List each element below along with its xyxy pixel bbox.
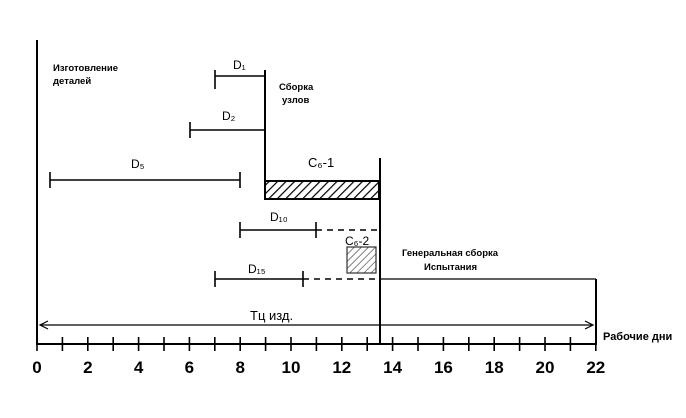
axis-tick-label: 8: [235, 358, 244, 377]
axis-tick-label: 4: [134, 358, 144, 377]
d15-label: D₁₅: [248, 262, 266, 276]
c6-2-box: [346, 246, 377, 274]
axis-tick-label: 0: [32, 358, 41, 377]
d15-segment: [214, 271, 380, 287]
assembly-label-line2: узлов: [282, 95, 309, 106]
parts-label-line1: Изготовление: [53, 63, 118, 74]
parts-label-line2: деталей: [53, 76, 91, 87]
axis-tick-label: 12: [332, 358, 351, 377]
d2-segment: [189, 122, 264, 138]
d2-label: D₂: [222, 109, 236, 123]
d1-label: D₁: [233, 58, 246, 72]
c6-1-bar: [264, 180, 380, 200]
axis-tick-label: 16: [434, 358, 453, 377]
axis-tick-label: 20: [536, 358, 555, 377]
general-assembly-label-line1: Генеральная сборка: [402, 248, 499, 259]
general-assembly-label-line2: Испытания: [424, 262, 477, 273]
axis-unit-label: Рабочие дни: [603, 331, 672, 343]
axis-tick-label: 10: [282, 358, 301, 377]
d10-segment: [239, 222, 380, 238]
d1-segment: [214, 70, 264, 89]
d10-label: D₁₀: [270, 210, 288, 224]
cycle-label: Тц изд.: [250, 308, 293, 323]
assembly-label-line1: Сборка: [279, 82, 314, 93]
cycle-arrow: [38, 320, 595, 330]
axis-tick-labels: 0 2 4 6 8 10 12 14 16 18 20 22: [32, 358, 605, 377]
d5-label: D₅: [131, 157, 145, 171]
axis-tick-label: 2: [83, 358, 92, 377]
axis-tick-label: 6: [185, 358, 194, 377]
c6-2-label: C₆-2: [345, 234, 370, 248]
axis-tick-label: 14: [383, 358, 402, 377]
d5-segment: [49, 172, 241, 188]
c6-1-label: C₆-1: [308, 155, 334, 170]
axis-tick-label: 18: [485, 358, 504, 377]
axis-tick-label: 22: [586, 358, 605, 377]
